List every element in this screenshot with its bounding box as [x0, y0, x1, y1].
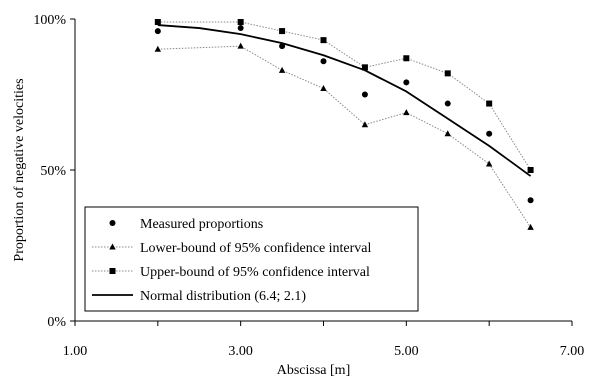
y-tick-label: 100%	[33, 13, 66, 28]
axes: 1.00 3.00 5.00 7.00 0% 50% 100% Abscissa [m] Pro…	[12, 13, 584, 378]
legend-item: Normal distribution (6.4; 2.1)	[92, 289, 306, 304]
data-point	[320, 58, 327, 65]
x-tick-label: 3.00	[228, 344, 253, 359]
x-tick-label: 5.00	[394, 344, 419, 359]
series-1	[154, 42, 534, 230]
data-point	[320, 84, 327, 91]
data-point	[444, 70, 451, 77]
y-axis-title: Proportion of negative velocities	[12, 78, 27, 261]
data-point	[279, 28, 286, 35]
series-2	[154, 19, 534, 173]
y-tick-label: 0%	[47, 315, 66, 330]
data-point	[361, 91, 368, 98]
x-axis-title: Abscissa [m]	[277, 363, 351, 378]
data-point	[403, 79, 410, 86]
data-point	[485, 160, 493, 167]
data-point	[527, 197, 534, 204]
x-tick-label: 7.00	[560, 344, 585, 359]
data-point	[486, 130, 493, 137]
data-point	[361, 121, 369, 128]
series-3	[157, 24, 532, 177]
data-point	[320, 37, 327, 44]
legend: Measured proportions Lower-bound of 95% c…	[84, 206, 419, 312]
series-0	[154, 25, 534, 204]
series-line	[157, 24, 532, 177]
legend-swatch-marker	[109, 220, 116, 226]
data-point	[237, 19, 244, 26]
data-point	[444, 100, 451, 107]
data-point	[486, 100, 493, 107]
data-point	[237, 42, 244, 49]
series-line	[157, 21, 532, 171]
legend-item: Measured proportions	[109, 217, 263, 232]
data-point	[361, 64, 368, 71]
legend-label: Measured proportions	[140, 217, 263, 232]
data-point	[527, 223, 534, 230]
data-point	[237, 25, 244, 32]
x-tick-label: 1.00	[63, 344, 88, 359]
data-point	[527, 167, 534, 173]
data-point	[279, 43, 286, 50]
legend-swatch-marker	[109, 268, 116, 274]
data-point	[154, 19, 161, 26]
legend-label: Normal distribution (6.4; 2.1)	[140, 289, 306, 304]
data-point	[154, 45, 162, 52]
series-layer	[154, 19, 534, 230]
legend-label: Lower-bound of 95% confidence interval	[140, 241, 372, 256]
data-point	[444, 130, 451, 137]
legend-label: Upper-bound of 95% confidence interval	[140, 265, 370, 280]
data-point	[403, 109, 410, 116]
legend-item: Upper-bound of 95% confidence interval	[92, 265, 370, 280]
data-point	[154, 28, 161, 35]
legend-item: Lower-bound of 95% confidence interval	[92, 241, 372, 256]
legend-swatch-marker	[109, 243, 116, 250]
data-point	[278, 66, 286, 73]
legend-box	[84, 206, 419, 312]
data-point	[403, 55, 410, 62]
y-tick-label: 50%	[40, 164, 66, 179]
